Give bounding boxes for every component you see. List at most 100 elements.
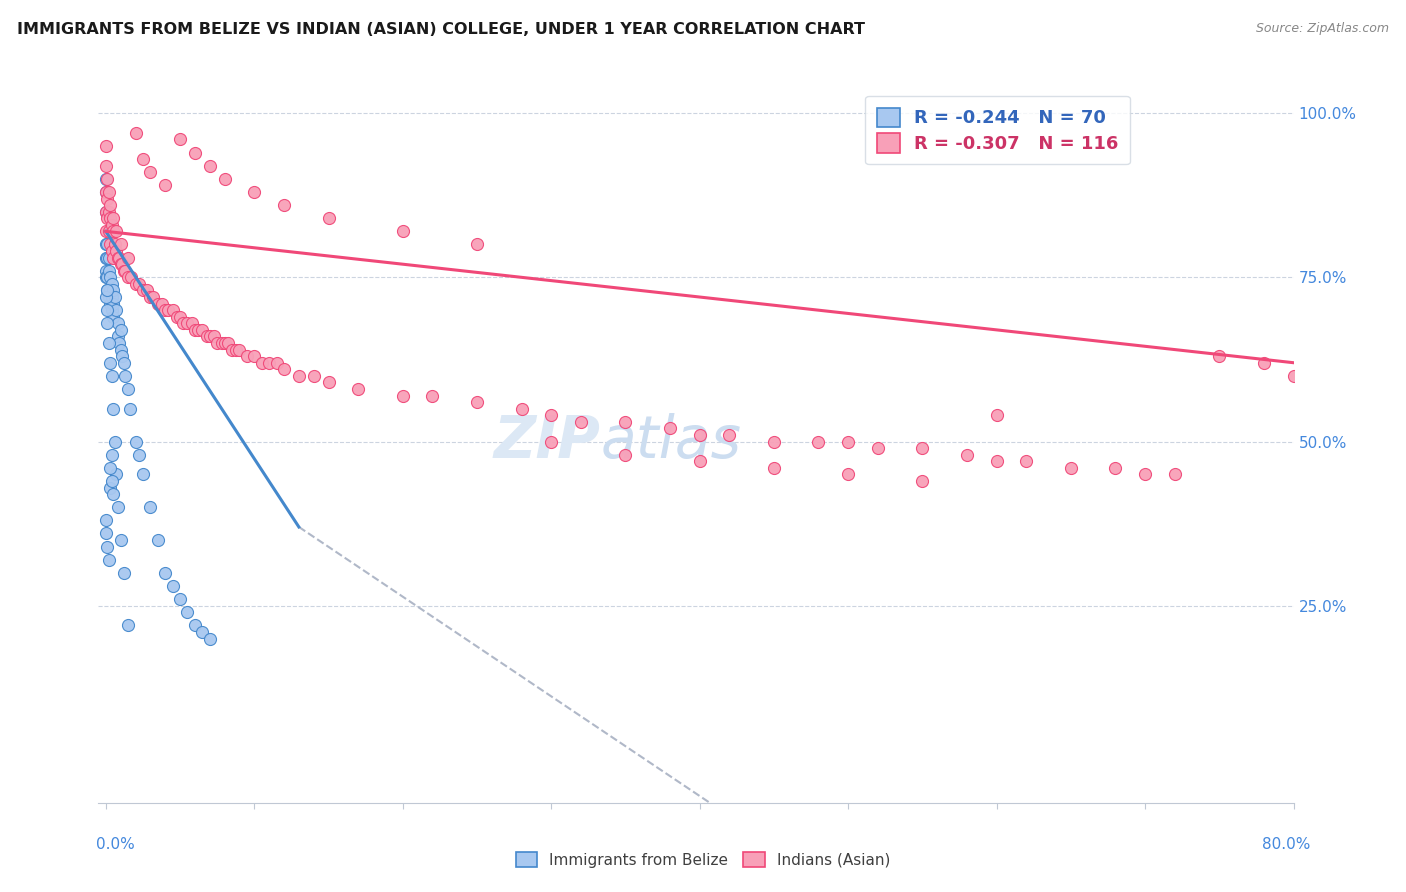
Point — [465, 395, 488, 409]
Point — [318, 211, 340, 226]
Point — [117, 618, 139, 632]
Point — [94, 513, 117, 527]
Point — [128, 448, 150, 462]
Point — [1208, 349, 1230, 363]
Point — [288, 368, 311, 383]
Legend: Immigrants from Belize, Indians (Asian): Immigrants from Belize, Indians (Asian) — [509, 846, 897, 873]
Point — [540, 409, 562, 423]
Point — [1133, 467, 1156, 482]
Point — [198, 159, 221, 173]
Point — [132, 284, 155, 298]
Point — [142, 290, 165, 304]
Point — [101, 368, 124, 383]
Point — [94, 139, 117, 153]
Point — [94, 159, 117, 173]
Point — [184, 618, 207, 632]
Point — [124, 277, 146, 291]
Point — [391, 224, 413, 238]
Point — [110, 533, 132, 547]
Point — [98, 270, 121, 285]
Point — [97, 185, 120, 199]
Point — [94, 224, 117, 238]
Point — [110, 323, 132, 337]
Point — [166, 310, 188, 324]
Point — [94, 237, 117, 252]
Point — [97, 336, 120, 351]
Point — [718, 428, 741, 442]
Point — [94, 526, 117, 541]
Point — [202, 329, 225, 343]
Point — [103, 310, 125, 324]
Point — [97, 251, 120, 265]
Point — [198, 329, 221, 343]
Point — [911, 474, 934, 488]
Point — [97, 264, 120, 278]
Point — [103, 487, 125, 501]
Point — [191, 625, 214, 640]
Point — [94, 251, 117, 265]
Point — [169, 310, 191, 324]
Point — [540, 434, 562, 449]
Point — [184, 145, 207, 160]
Point — [243, 185, 266, 199]
Text: Source: ZipAtlas.com: Source: ZipAtlas.com — [1256, 22, 1389, 36]
Point — [1282, 368, 1305, 383]
Point — [391, 388, 413, 402]
Point — [257, 356, 280, 370]
Point — [101, 448, 124, 462]
Point — [104, 434, 127, 449]
Point — [302, 368, 325, 383]
Point — [465, 237, 488, 252]
Text: 0.0%: 0.0% — [96, 838, 135, 852]
Point — [866, 441, 889, 455]
Point — [221, 343, 243, 357]
Point — [205, 336, 228, 351]
Point — [110, 257, 132, 271]
Point — [146, 296, 169, 310]
Point — [94, 264, 117, 278]
Point — [837, 467, 859, 482]
Text: ZIP: ZIP — [494, 413, 600, 470]
Point — [273, 362, 295, 376]
Point — [105, 244, 128, 258]
Point — [139, 290, 162, 304]
Point — [1253, 356, 1275, 370]
Point — [1015, 454, 1038, 468]
Point — [101, 244, 124, 258]
Point — [112, 264, 135, 278]
Point — [98, 284, 121, 298]
Point — [98, 460, 121, 475]
Point — [162, 579, 184, 593]
Point — [128, 277, 150, 291]
Point — [1060, 460, 1083, 475]
Point — [94, 270, 117, 285]
Point — [422, 388, 444, 402]
Point — [96, 540, 118, 554]
Point — [96, 303, 118, 318]
Point — [98, 198, 121, 212]
Point — [104, 237, 127, 252]
Point — [111, 257, 134, 271]
Point — [214, 171, 236, 186]
Point — [1104, 460, 1126, 475]
Point — [101, 290, 124, 304]
Point — [139, 500, 162, 515]
Point — [120, 270, 142, 285]
Point — [94, 185, 117, 199]
Point — [132, 152, 155, 166]
Point — [105, 224, 128, 238]
Point — [318, 376, 340, 390]
Point — [97, 224, 120, 238]
Point — [236, 349, 259, 363]
Point — [911, 441, 934, 455]
Point — [510, 401, 533, 416]
Point — [96, 171, 118, 186]
Point — [117, 251, 139, 265]
Point — [114, 264, 136, 278]
Point — [104, 290, 127, 304]
Point — [98, 211, 121, 226]
Point — [94, 171, 117, 186]
Point — [228, 343, 250, 357]
Point — [157, 303, 180, 318]
Point — [111, 349, 134, 363]
